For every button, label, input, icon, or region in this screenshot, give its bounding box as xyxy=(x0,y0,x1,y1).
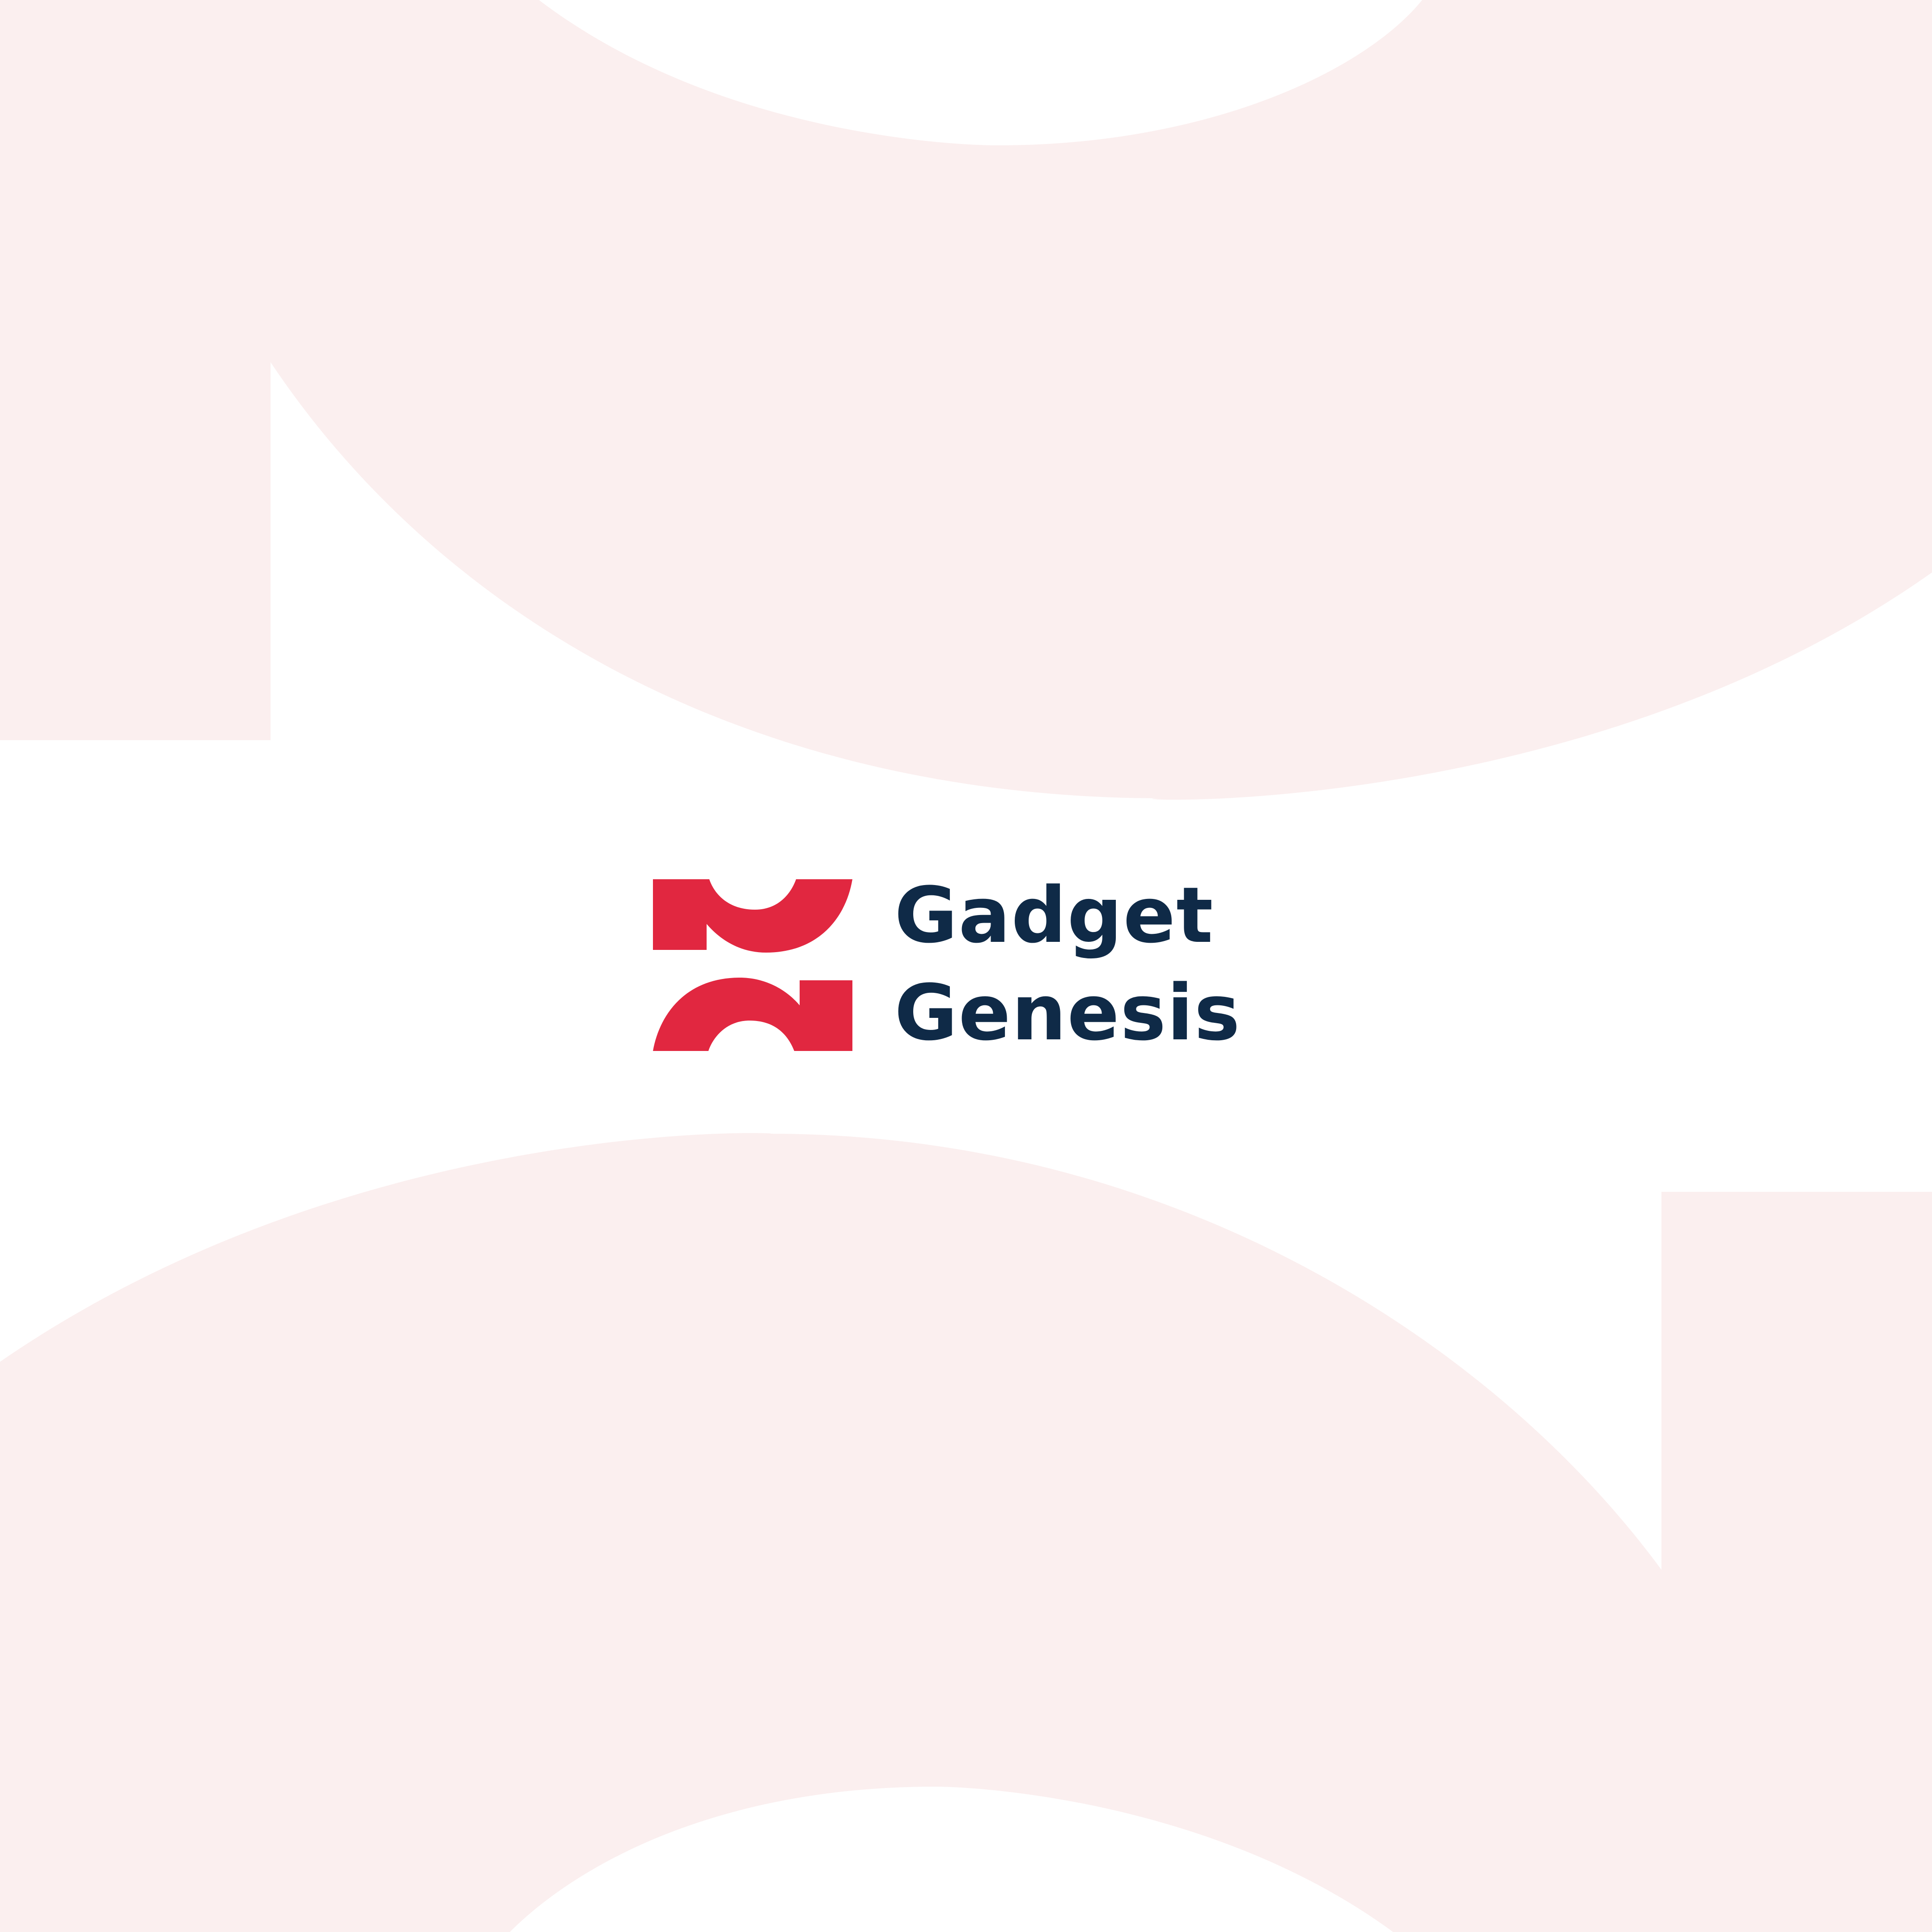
brand-name-line-2: Genesis xyxy=(894,968,1241,1058)
logo-mark-icon xyxy=(653,879,852,1051)
brand-logo: Gadget Genesis xyxy=(653,870,1333,1058)
logo-mark-bottom-piece xyxy=(653,978,852,1051)
bottom-arc-shape xyxy=(0,1133,1932,1932)
wordmark: Gadget Genesis xyxy=(894,867,1241,1062)
top-arc-shape xyxy=(0,0,1932,800)
logo-mark-top-piece xyxy=(653,879,852,953)
brand-name-line-1: Gadget xyxy=(894,870,1214,960)
